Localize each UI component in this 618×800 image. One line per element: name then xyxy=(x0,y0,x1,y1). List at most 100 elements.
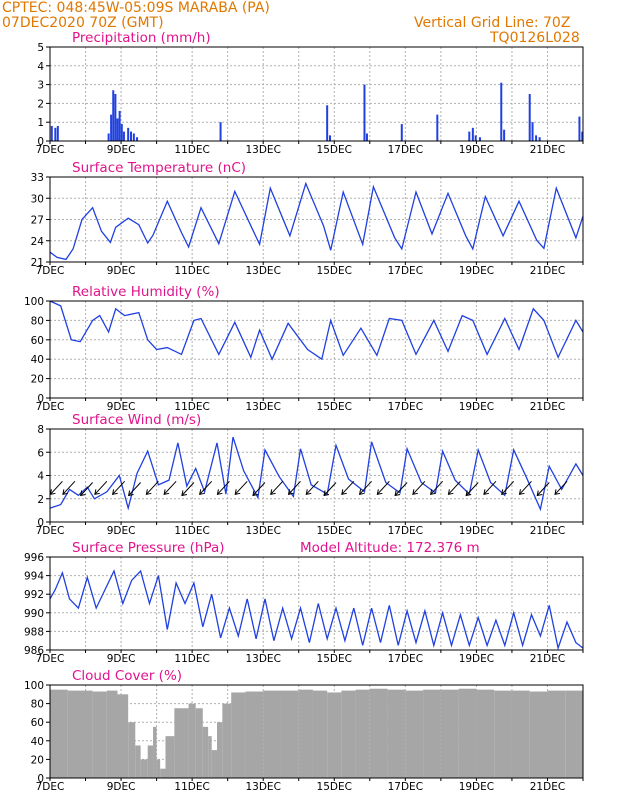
wind-arrowhead xyxy=(127,490,134,497)
precip-bar xyxy=(474,135,477,141)
wind-arrow xyxy=(376,480,390,495)
x-tick-label: 15DEC xyxy=(317,144,352,156)
wind-arrow xyxy=(412,480,426,495)
cloud-bar xyxy=(140,759,148,778)
wind-arrowhead xyxy=(394,490,401,497)
x-tick-label: 17DEC xyxy=(388,265,423,277)
wind-arrowhead xyxy=(111,489,118,495)
cloud-bar xyxy=(312,690,328,778)
humidity-panel: 0 20 40 60 80 100 7DEC 9DEC 11DEC 13DEC 15DEC 17DEC… xyxy=(24,284,584,413)
wind-arrowhead xyxy=(358,489,365,495)
wind-arrow xyxy=(394,482,408,496)
wind-arrow xyxy=(234,480,248,495)
cloud-bar xyxy=(231,692,246,778)
wind-arrow xyxy=(359,480,372,495)
x-tick-label: 21DEC xyxy=(530,265,565,277)
model-altitude: Model Altitude: 172.376 m xyxy=(300,540,480,556)
wind-arrowhead xyxy=(80,490,86,497)
cloud-bar xyxy=(547,690,566,778)
y-tick-label: 0 xyxy=(37,393,44,405)
wind-arrowhead xyxy=(447,489,454,495)
wind-arrow xyxy=(430,480,444,495)
precip-bar xyxy=(130,131,133,141)
x-tick-label: 21DEC xyxy=(530,525,565,537)
cloud-bar xyxy=(565,690,583,778)
cloud-bar xyxy=(211,750,218,778)
x-tick-label: 13DEC xyxy=(245,144,280,156)
panel-title: Surface Temperature (nC) xyxy=(72,160,246,176)
y-tick-label: 996 xyxy=(24,552,44,564)
precip-bar xyxy=(363,84,366,141)
precip-bar xyxy=(436,114,439,141)
grid-line-label: Vertical Grid Line: 70Z xyxy=(414,15,571,31)
x-tick-label: 7DEC xyxy=(36,781,65,793)
wind-arrow xyxy=(94,480,108,495)
x-tick-label: 13DEC xyxy=(245,265,280,277)
wind-arrow xyxy=(199,480,213,495)
x-tick-label: 17DEC xyxy=(388,653,423,665)
cloud-bar xyxy=(511,690,530,778)
y-tick-label: 80 xyxy=(31,699,44,711)
wind-arrowhead xyxy=(94,489,100,495)
y-tick-label: 21 xyxy=(31,257,44,269)
wind-arrow xyxy=(50,480,63,495)
x-tick-label: 15DEC xyxy=(317,265,352,277)
wind-arrowhead xyxy=(234,489,241,495)
precip-bar xyxy=(329,135,332,141)
chart-header: CPTEC: 048:45W-05:09S MARABA (PA) 07DEC2… xyxy=(0,0,618,46)
panel-title: Surface Pressure (hPa) xyxy=(72,540,225,556)
cloud-bar xyxy=(245,691,264,778)
precip-bar xyxy=(114,94,117,141)
wind-arrow xyxy=(483,480,497,495)
y-tick-label: 40 xyxy=(31,736,44,748)
x-tick-label: 17DEC xyxy=(388,144,423,156)
precip-bar xyxy=(528,94,531,141)
precip-bar xyxy=(136,137,139,141)
cloud-bar xyxy=(341,690,356,778)
y-tick-label: 6 xyxy=(37,447,44,459)
x-tick-label: 7DEC xyxy=(36,401,65,413)
wind-panel: 0 2 4 6 8 7DEC 9DEC 11DEC 13DEC 15DEC 17DEC 19DEC 21… xyxy=(36,412,584,537)
wind-arrowhead xyxy=(430,489,436,495)
y-tick-label: 100 xyxy=(24,296,44,308)
plot-frame xyxy=(49,46,584,142)
precip-bar xyxy=(326,105,329,141)
x-tick-label: 11DEC xyxy=(174,401,209,413)
cloud-bar xyxy=(369,688,388,778)
pressure-panel: 986 988 990 992 994 996 7DEC 9DEC 11DEC 13DEC 15DE… xyxy=(24,540,584,665)
cloud-bar xyxy=(298,689,313,778)
precip-bar xyxy=(531,122,534,141)
x-tick-label: 19DEC xyxy=(459,144,494,156)
wind-arrow xyxy=(128,482,141,496)
y-tick-label: 0 xyxy=(37,773,44,785)
y-tick-label: 2 xyxy=(37,494,44,506)
precip-bar xyxy=(116,118,119,141)
wind-arrowhead xyxy=(145,489,152,495)
panel-title: Surface Wind (m/s) xyxy=(72,412,201,428)
precip-bar xyxy=(471,127,474,141)
cloud-bar xyxy=(280,690,299,778)
y-tick-label: 24 xyxy=(31,236,45,248)
precipitation-panel: 0 1 2 3 4 5 7DEC 9DEC 11DEC 13DEC 15DEC 17DEC 19DEC 2… xyxy=(36,30,584,156)
wind-arrow xyxy=(252,482,266,496)
x-tick-label: 11DEC xyxy=(174,525,209,537)
wind-arrow xyxy=(554,480,568,495)
cloud-bar xyxy=(128,722,136,778)
cloud-bar xyxy=(529,691,548,778)
wind-arrowhead xyxy=(270,489,276,495)
x-tick-label: 15DEC xyxy=(317,653,352,665)
precip-bar xyxy=(400,124,403,141)
wind-arrow xyxy=(465,482,479,496)
wind-arrowhead xyxy=(287,489,294,495)
x-tick-label: 17DEC xyxy=(388,525,423,537)
model-id: TQ0126L028 xyxy=(490,30,580,46)
cloud-bar xyxy=(355,689,370,778)
x-tick-label: 7DEC xyxy=(36,144,65,156)
wind-arrow xyxy=(217,480,230,495)
y-tick-label: 992 xyxy=(24,589,44,601)
cloud-cover-panel: 0 20 40 60 80 100 7DEC 9DEC 11DEC 13DEC 15DEC 17DEC… xyxy=(24,668,584,793)
forecast-date: 07DEC2020 70Z (GMT) xyxy=(2,15,164,31)
plot-frame xyxy=(49,556,584,651)
panel-title: Relative Humidity (%) xyxy=(72,284,220,300)
y-tick-label: 80 xyxy=(31,315,44,327)
